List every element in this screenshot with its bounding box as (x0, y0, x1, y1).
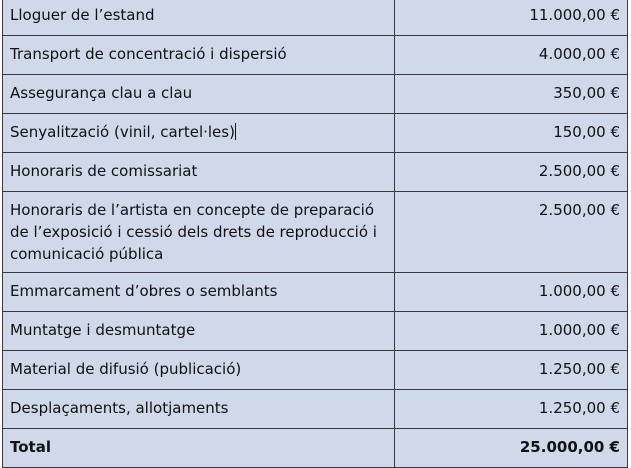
table-row: Senyalització (vinil, cartel·les) 150,00… (2, 113, 628, 153)
table-row: Muntatge i desmuntatge 1.000,00 € (2, 311, 628, 351)
amount-cell[interactable]: 1.000,00 € (394, 272, 628, 312)
concept-cell[interactable]: Lloguer de l’estand (2, 0, 395, 36)
concept-cell[interactable]: Material de difusió (publicació) (2, 350, 395, 390)
concept-cell[interactable]: Emmarcament d’obres o semblants (2, 272, 395, 312)
table-row: Honoraris de l’artista en concepte de pr… (2, 191, 628, 273)
table-row: Lloguer de l’estand 11.000,00 € (2, 0, 628, 36)
total-amount-cell[interactable]: 25.000,00 € (394, 428, 628, 468)
table-row: Assegurança clau a clau 350,00 € (2, 74, 628, 114)
concept-text: Senyalització (vinil, cartel·les) (10, 123, 235, 141)
table-row: Material de difusió (publicació) 1.250,0… (2, 350, 628, 390)
amount-cell[interactable]: 1.000,00 € (394, 311, 628, 351)
concept-cell[interactable]: Assegurança clau a clau (2, 74, 395, 114)
concept-cell[interactable]: Desplaçaments, allotjaments (2, 389, 395, 429)
amount-cell[interactable]: 11.000,00 € (394, 0, 628, 36)
total-label-cell[interactable]: Total (2, 428, 395, 468)
amount-cell[interactable]: 350,00 € (394, 74, 628, 114)
amount-cell[interactable]: 2.500,00 € (394, 152, 628, 192)
concept-cell[interactable]: Senyalització (vinil, cartel·les) (2, 113, 395, 153)
total-row: Total 25.000,00 € (2, 428, 628, 468)
concept-cell[interactable]: Muntatge i desmuntatge (2, 311, 395, 351)
amount-cell[interactable]: 1.250,00 € (394, 350, 628, 390)
table-row: Desplaçaments, allotjaments 1.250,00 € (2, 389, 628, 429)
amount-cell[interactable]: 4.000,00 € (394, 35, 628, 75)
amount-cell[interactable]: 150,00 € (394, 113, 628, 153)
concept-cell[interactable]: Honoraris de comissariat (2, 152, 395, 192)
table-row: Transport de concentració i dispersió 4.… (2, 35, 628, 75)
amount-cell[interactable]: 2.500,00 € (394, 191, 628, 273)
table-row: Emmarcament d’obres o semblants 1.000,00… (2, 272, 628, 312)
concept-cell[interactable]: Honoraris de l’artista en concepte de pr… (2, 191, 395, 273)
table-row: Honoraris de comissariat 2.500,00 € (2, 152, 628, 192)
amount-cell[interactable]: 1.250,00 € (394, 389, 628, 429)
text-cursor (234, 123, 236, 140)
concept-cell[interactable]: Transport de concentració i dispersió (2, 35, 395, 75)
